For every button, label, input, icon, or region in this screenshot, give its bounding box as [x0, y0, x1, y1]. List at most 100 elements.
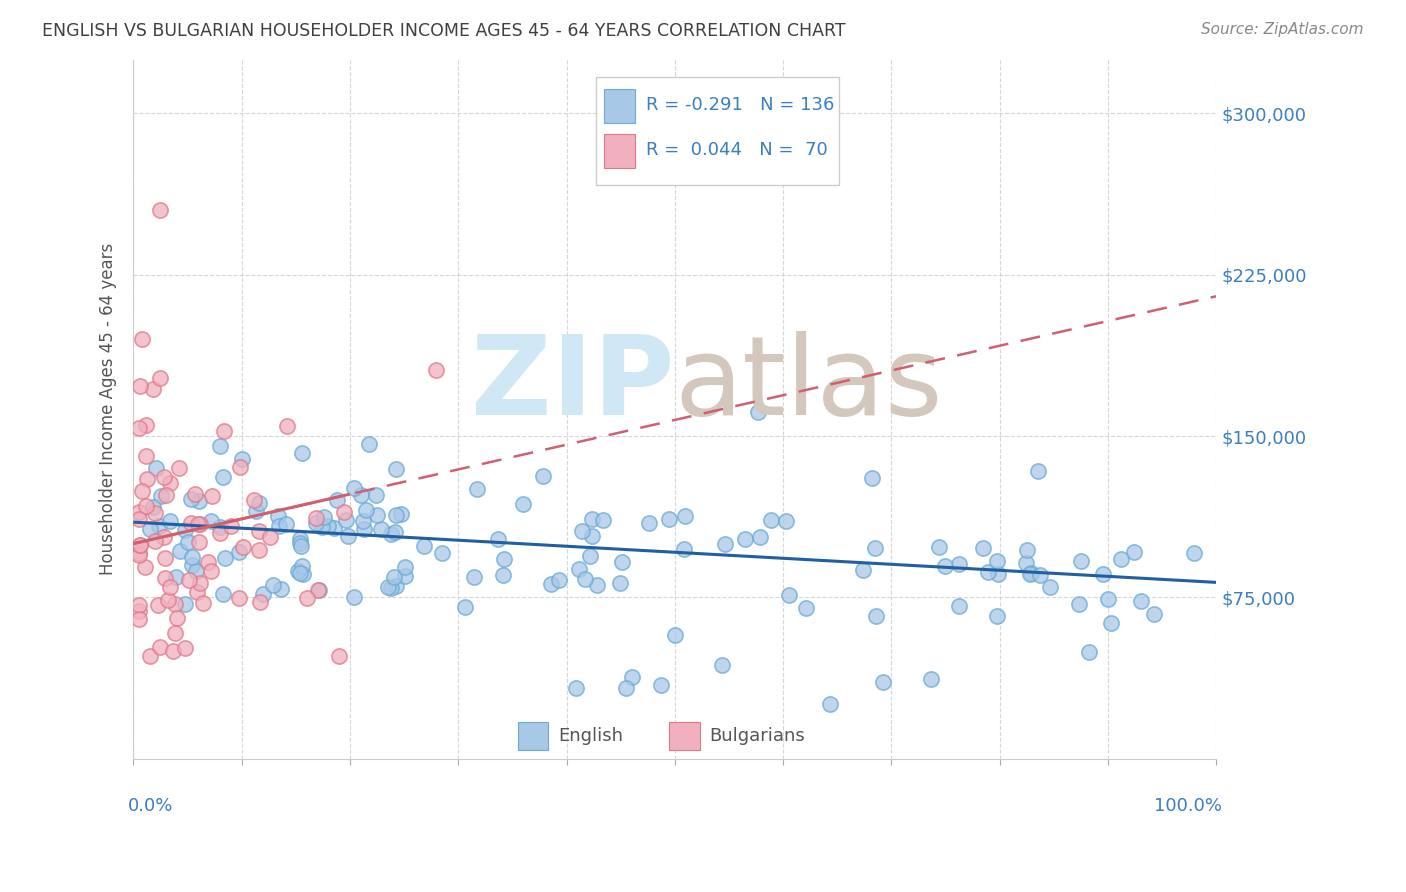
Point [135, 418, 157, 433]
Point [153, 551, 176, 566]
Point [865, 609, 887, 624]
Point [187, 517, 209, 532]
Point [291, 559, 314, 574]
Point [180, 516, 202, 530]
Point [734, 532, 756, 546]
Point [197, 556, 219, 570]
Point [165, 597, 187, 611]
Point [454, 600, 477, 615]
Point [1029, 568, 1052, 582]
Point [377, 580, 399, 594]
Point [311, 520, 333, 534]
Point [1142, 607, 1164, 621]
Point [352, 514, 374, 528]
Point [252, 587, 274, 601]
Point [394, 568, 416, 582]
Point [200, 564, 222, 578]
Point [247, 496, 270, 510]
Point [761, 513, 783, 527]
FancyBboxPatch shape [596, 77, 839, 186]
Point [153, 530, 176, 544]
Point [359, 437, 381, 451]
Point [384, 525, 406, 540]
Bar [605, 135, 634, 168]
Point [134, 560, 156, 574]
Point [162, 644, 184, 658]
Point [920, 672, 942, 686]
Point [186, 585, 208, 599]
Point [249, 595, 271, 609]
Point [337, 529, 360, 543]
Point [852, 563, 875, 577]
Point [128, 512, 150, 526]
Point [145, 460, 167, 475]
Point [148, 598, 170, 612]
Point [149, 203, 172, 218]
Point [492, 552, 515, 566]
Point [1015, 542, 1038, 557]
Point [609, 575, 631, 590]
Point [1026, 464, 1049, 478]
Point [177, 573, 200, 587]
Bar [605, 89, 634, 122]
Point [128, 505, 150, 519]
Point [314, 510, 336, 524]
Point [1019, 566, 1042, 581]
Point [1111, 552, 1133, 566]
Point [131, 332, 153, 346]
Point [173, 597, 195, 611]
Text: Source: ZipAtlas.com: Source: ZipAtlas.com [1201, 22, 1364, 37]
Point [512, 497, 534, 511]
Point [366, 508, 388, 522]
Point [860, 471, 883, 485]
Point [184, 487, 207, 501]
Point [155, 571, 177, 585]
Point [212, 470, 235, 484]
Point [928, 540, 950, 554]
Point [1014, 556, 1036, 570]
Point [863, 541, 886, 555]
Point [548, 573, 571, 587]
Point [571, 524, 593, 539]
Point [343, 481, 366, 495]
Point [366, 488, 388, 502]
Point [385, 579, 408, 593]
Text: R = -0.291   N = 136: R = -0.291 N = 136 [645, 96, 834, 114]
Text: ZIP: ZIP [471, 331, 675, 438]
Point [128, 546, 150, 560]
Point [650, 677, 672, 691]
Point [290, 539, 312, 553]
Point [775, 514, 797, 528]
Point [486, 533, 509, 547]
Point [276, 516, 298, 531]
Point [143, 533, 166, 548]
Point [316, 518, 339, 533]
Point [229, 460, 252, 475]
Point [173, 524, 195, 538]
Text: English: English [558, 727, 623, 746]
Point [209, 520, 232, 534]
Point [413, 539, 436, 553]
Point [565, 681, 588, 695]
Point [977, 565, 1000, 579]
Point [354, 503, 377, 517]
Point [177, 535, 200, 549]
Point [673, 509, 696, 524]
Point [307, 583, 329, 598]
Point [290, 536, 312, 550]
Point [610, 555, 633, 569]
Point [568, 561, 591, 575]
Point [142, 382, 165, 396]
Point [163, 626, 186, 640]
Y-axis label: Householder Income Ages 45 - 64 years: Householder Income Ages 45 - 64 years [100, 243, 117, 575]
Point [214, 550, 236, 565]
Bar [669, 723, 700, 750]
Point [540, 577, 562, 591]
Point [128, 612, 150, 626]
Point [389, 507, 412, 521]
Point [305, 516, 328, 531]
Point [288, 532, 311, 546]
Point [986, 554, 1008, 568]
Point [135, 499, 157, 513]
Point [1077, 645, 1099, 659]
